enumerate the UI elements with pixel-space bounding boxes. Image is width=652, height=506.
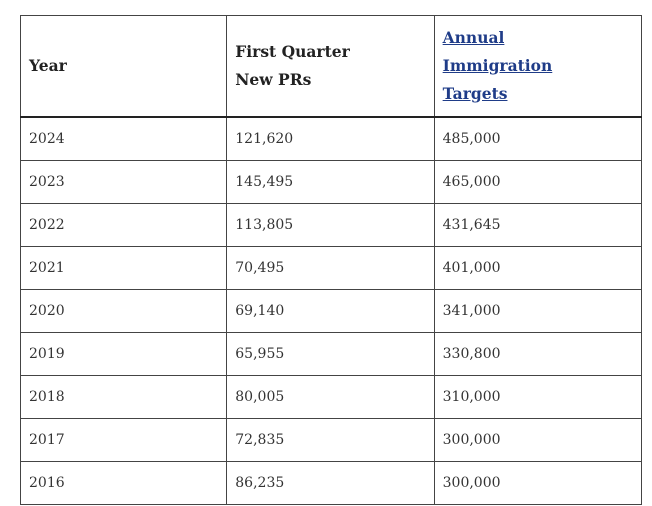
year-cell: 2018 [19, 375, 228, 419]
table-row: 2022 113,805 431,645 [19, 203, 643, 247]
annual-target-cell: 310,000 [433, 375, 643, 419]
year-cell: 2016 [19, 461, 228, 505]
immigration-table: Year First Quarter New PRs Annual Immigr… [19, 15, 643, 505]
first-quarter-cell: 145,495 [226, 160, 435, 204]
header-first-quarter: First Quarter New PRs [226, 15, 435, 118]
table-body: 2024 121,620 485,000 2023 145,495 465,000 2022… [19, 116, 643, 505]
table-row: 2023 145,495 465,000 [19, 160, 643, 204]
year-cell: 2020 [19, 289, 228, 333]
first-quarter-cell: 80,005 [226, 375, 435, 419]
year-cell: 2019 [19, 332, 228, 376]
table-header: Year First Quarter New PRs Annual Immigr… [19, 15, 643, 118]
header-first-quarter-line-1: First Quarter [235, 42, 350, 61]
year-cell: 2024 [19, 116, 228, 161]
table-row: 2018 80,005 310,000 [19, 375, 643, 419]
annual-targets-link-line-3[interactable]: Targets [442, 84, 508, 103]
annual-target-cell: 431,645 [433, 203, 643, 247]
annual-target-cell: 341,000 [433, 289, 643, 333]
first-quarter-cell: 113,805 [226, 203, 435, 247]
first-quarter-cell: 121,620 [226, 116, 435, 161]
table-row: 2019 65,955 330,800 [19, 332, 643, 376]
year-cell: 2017 [19, 418, 228, 462]
table-row: 2017 72,835 300,000 [19, 418, 643, 462]
first-quarter-cell: 72,835 [226, 418, 435, 462]
annual-target-cell: 401,000 [433, 246, 643, 290]
table-row: 2016 86,235 300,000 [19, 461, 643, 505]
header-annual-targets[interactable]: Annual Immigration Targets [433, 15, 643, 118]
year-cell: 2022 [19, 203, 228, 247]
table-row: 2021 70,495 401,000 [19, 246, 643, 290]
annual-target-cell: 485,000 [433, 116, 643, 161]
annual-target-cell: 465,000 [433, 160, 643, 204]
annual-targets-link-line-2[interactable]: Immigration [442, 56, 553, 75]
annual-target-cell: 300,000 [433, 461, 643, 505]
header-year-label: Year [29, 56, 67, 75]
table-row: 2020 69,140 341,000 [19, 289, 643, 333]
annual-target-cell: 330,800 [433, 332, 643, 376]
annual-target-cell: 300,000 [433, 418, 643, 462]
year-cell: 2023 [19, 160, 228, 204]
table-row: 2024 121,620 485,000 [19, 116, 643, 161]
annual-targets-link-line-1[interactable]: Annual [442, 28, 505, 47]
header-year: Year [19, 15, 228, 118]
first-quarter-cell: 86,235 [226, 461, 435, 505]
header-first-quarter-line-2: New PRs [235, 70, 312, 89]
first-quarter-cell: 70,495 [226, 246, 435, 290]
header-row: Year First Quarter New PRs Annual Immigr… [19, 15, 643, 118]
first-quarter-cell: 65,955 [226, 332, 435, 376]
year-cell: 2021 [19, 246, 228, 290]
first-quarter-cell: 69,140 [226, 289, 435, 333]
